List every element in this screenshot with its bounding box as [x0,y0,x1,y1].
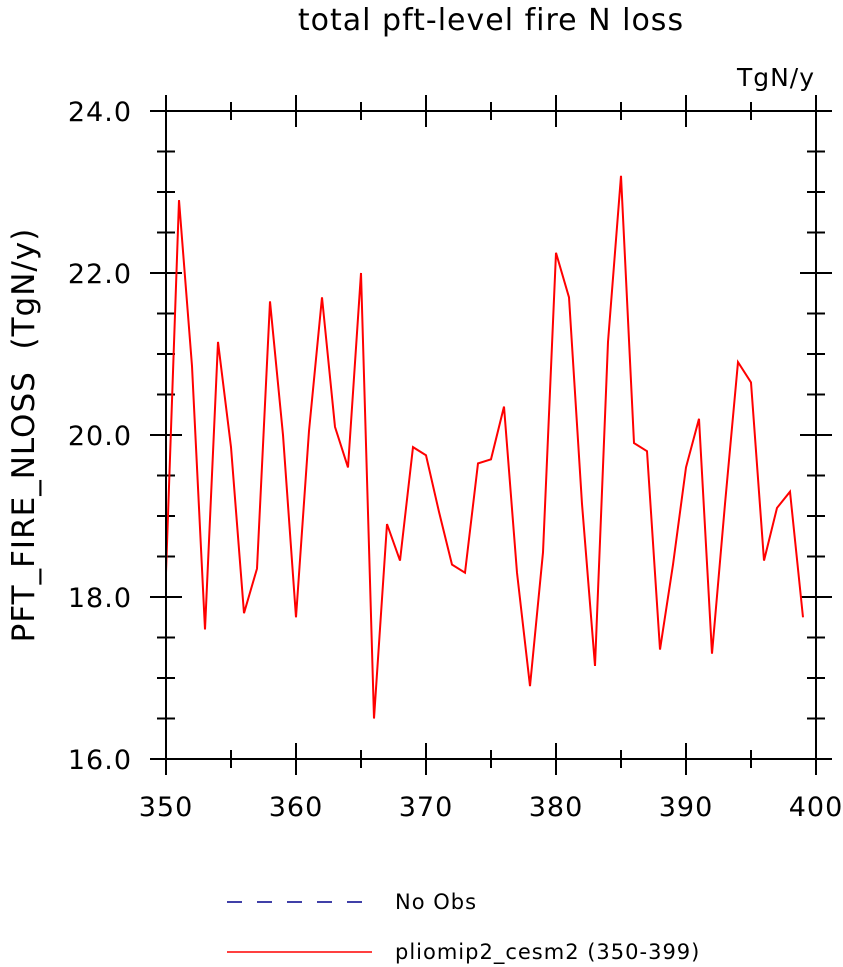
axis-tick-labels: 350 360 370 380 390 400 16.0 18.0 20.0 22.0 24.0 [68,97,843,823]
data-series [165,175,804,719]
x-tick-label: 370 [399,792,454,823]
y-tick-label: 24.0 [68,97,132,128]
series-line-pliomip2_cesm2 [165,175,804,719]
x-tick-label: 380 [529,792,584,823]
axis-ticks [150,95,832,775]
x-tick-label: 390 [659,792,714,823]
chart-title: total pft-level fire N loss [298,3,684,38]
legend-label-no-obs: No Obs [395,890,477,914]
y-tick-label: 22.0 [68,259,132,290]
units-label: TgN/y [736,63,815,92]
x-tick-label: 400 [789,792,843,823]
y-tick-label: 20.0 [68,421,132,452]
x-tick-label: 350 [139,792,194,823]
legend-label-pliomip2: pliomip2_cesm2 (350-399) [395,940,700,965]
y-tick-label: 18.0 [68,583,132,614]
y-axis-label: PFT_FIRE_NLOSS (TgN/y) [6,228,42,643]
x-tick-label: 360 [269,792,324,823]
plot-frame [165,110,817,760]
legend: No Obs pliomip2_cesm2 (350-399) [227,890,700,965]
y-tick-label: 16.0 [68,745,132,776]
